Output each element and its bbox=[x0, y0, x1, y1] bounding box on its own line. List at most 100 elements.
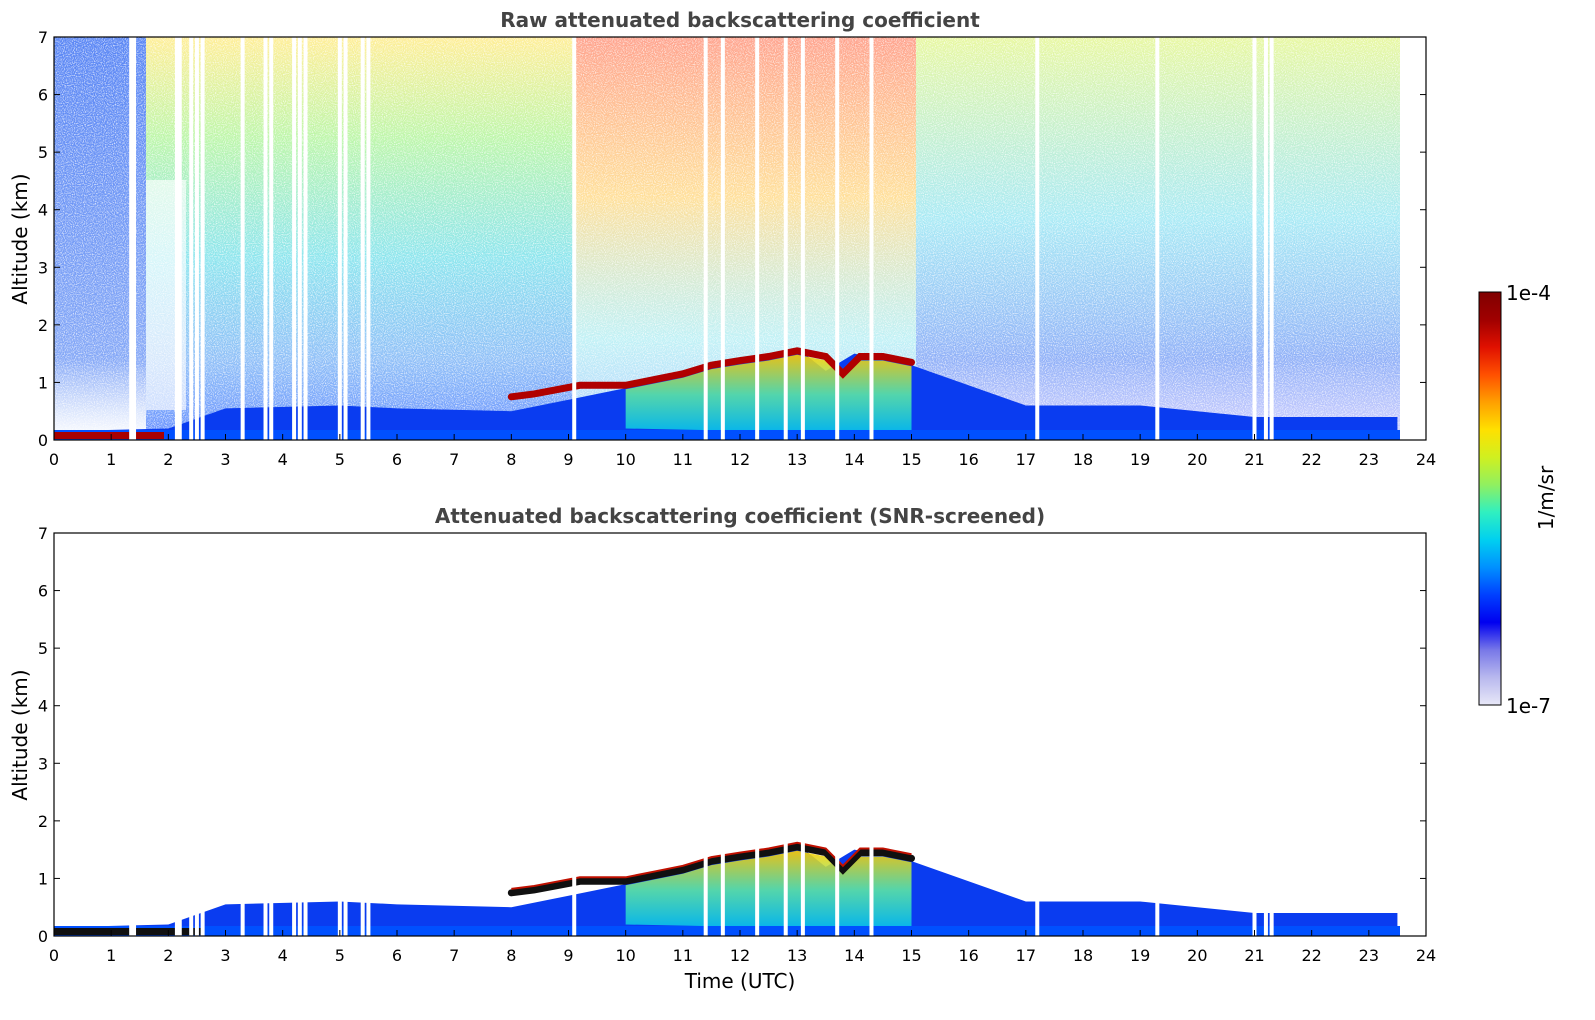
x-tick-label: 3 bbox=[220, 946, 230, 965]
data-gap bbox=[269, 37, 274, 440]
data-gap bbox=[297, 533, 302, 936]
data-gap bbox=[755, 533, 760, 936]
x-tick-label: 4 bbox=[278, 946, 288, 965]
data-gap bbox=[177, 533, 182, 936]
x-tick-label: 2 bbox=[163, 946, 173, 965]
x-tick-label: 1 bbox=[106, 450, 116, 469]
data-gap bbox=[337, 533, 342, 936]
x-tick-label: 14 bbox=[844, 946, 864, 965]
x-tick-label: 24 bbox=[1416, 450, 1436, 469]
x-tick-label: 8 bbox=[506, 450, 516, 469]
data-gap bbox=[1269, 37, 1274, 440]
data-gap bbox=[189, 533, 194, 936]
data-gap bbox=[703, 37, 708, 440]
x-tick-label: 2 bbox=[163, 450, 173, 469]
data-gap bbox=[360, 37, 365, 440]
x-tick-label: 10 bbox=[615, 450, 635, 469]
x-tick-label: 3 bbox=[220, 450, 230, 469]
x-tick-label: 24 bbox=[1416, 946, 1436, 965]
data-gap bbox=[240, 533, 245, 936]
data-gap bbox=[129, 37, 134, 440]
y-tick-label: 7 bbox=[38, 28, 48, 47]
y-tick-label: 4 bbox=[38, 201, 48, 220]
x-tick-label: 4 bbox=[278, 450, 288, 469]
x-tick-label: 14 bbox=[844, 450, 864, 469]
data-gap bbox=[129, 533, 134, 936]
panel1-heatmap bbox=[54, 37, 1426, 440]
x-tick-label: 12 bbox=[730, 450, 750, 469]
x-tick-label: 23 bbox=[1359, 946, 1379, 965]
data-gap bbox=[572, 533, 577, 936]
panel1-title: Raw attenuated backscattering coefficien… bbox=[500, 8, 980, 32]
panel2-y-label: Altitude (km) bbox=[8, 669, 32, 800]
x-tick-label: 22 bbox=[1301, 946, 1321, 965]
data-gap bbox=[174, 37, 179, 440]
x-tick-label: 20 bbox=[1187, 946, 1207, 965]
panel2-plume-region bbox=[625, 850, 912, 931]
panel1-data-gaps bbox=[129, 37, 1274, 440]
x-tick-label: 18 bbox=[1073, 946, 1093, 965]
panel2-data-gaps bbox=[129, 533, 1274, 936]
data-gap bbox=[869, 533, 874, 936]
data-gap bbox=[343, 533, 348, 936]
data-gap bbox=[269, 533, 274, 936]
data-gap bbox=[1035, 533, 1040, 936]
data-gap bbox=[1263, 533, 1268, 936]
panel2-y-ticks: 0 1 2 3 4 5 6 7 bbox=[38, 524, 1426, 946]
data-gap bbox=[303, 533, 308, 936]
data-gap bbox=[1269, 533, 1274, 936]
x-tick-label: 17 bbox=[1016, 450, 1036, 469]
y-tick-label: 0 bbox=[38, 927, 48, 946]
panel1-surface-cloud bbox=[54, 432, 164, 439]
data-gap bbox=[360, 533, 365, 936]
data-gap bbox=[292, 37, 297, 440]
x-tick-label: 15 bbox=[901, 946, 921, 965]
x-tick-label: 20 bbox=[1187, 450, 1207, 469]
y-tick-label: 0 bbox=[38, 431, 48, 450]
x-tick-label: 21 bbox=[1244, 450, 1264, 469]
data-gap bbox=[343, 37, 348, 440]
data-gap bbox=[263, 533, 268, 936]
x-tick-label: 13 bbox=[787, 946, 807, 965]
data-gap bbox=[297, 37, 302, 440]
x-tick-label: 0 bbox=[49, 450, 59, 469]
x-tick-label: 0 bbox=[49, 946, 59, 965]
data-gap bbox=[200, 533, 205, 936]
panel1-y-label: Altitude (km) bbox=[8, 173, 32, 304]
x-tick-label: 9 bbox=[563, 450, 573, 469]
x-tick-label: 18 bbox=[1073, 450, 1093, 469]
x-tick-label: 10 bbox=[615, 946, 635, 965]
data-gap bbox=[869, 37, 874, 440]
x-tick-label: 22 bbox=[1301, 450, 1321, 469]
panel2-x-label: Time (UTC) bbox=[684, 969, 796, 993]
data-gap bbox=[366, 533, 371, 936]
colorbar-min-label: 1e-7 bbox=[1506, 694, 1551, 718]
panel1-x-ticks: 0 1 2 3 4 5 6 7 8 9 10 11 12 13 14 15 16 17 18 19 20 21 22 23 24 bbox=[49, 434, 1436, 469]
y-tick-label: 5 bbox=[38, 143, 48, 162]
x-tick-label: 8 bbox=[506, 946, 516, 965]
data-gap bbox=[337, 37, 342, 440]
data-gap bbox=[194, 533, 199, 936]
data-gap bbox=[720, 533, 725, 936]
y-tick-label: 7 bbox=[38, 524, 48, 543]
data-gap bbox=[800, 37, 805, 440]
x-tick-label: 11 bbox=[673, 946, 693, 965]
x-tick-label: 16 bbox=[958, 946, 978, 965]
data-gap bbox=[720, 37, 725, 440]
data-gap bbox=[263, 37, 268, 440]
panel1-plume-region bbox=[625, 354, 912, 435]
x-tick-label: 19 bbox=[1130, 450, 1150, 469]
data-gap bbox=[572, 37, 577, 440]
data-gap bbox=[303, 37, 308, 440]
y-tick-label: 6 bbox=[38, 86, 48, 105]
x-tick-label: 5 bbox=[335, 450, 345, 469]
raw-backscatter-panel: Raw attenuated backscattering coefficien… bbox=[8, 8, 1436, 469]
y-tick-label: 3 bbox=[38, 754, 48, 773]
y-tick-label: 4 bbox=[38, 697, 48, 716]
panel2-cloud-edge bbox=[511, 841, 912, 890]
x-tick-label: 13 bbox=[787, 450, 807, 469]
x-tick-label: 1 bbox=[106, 946, 116, 965]
y-tick-label: 6 bbox=[38, 582, 48, 601]
data-gap bbox=[174, 533, 179, 936]
data-gap bbox=[292, 533, 297, 936]
